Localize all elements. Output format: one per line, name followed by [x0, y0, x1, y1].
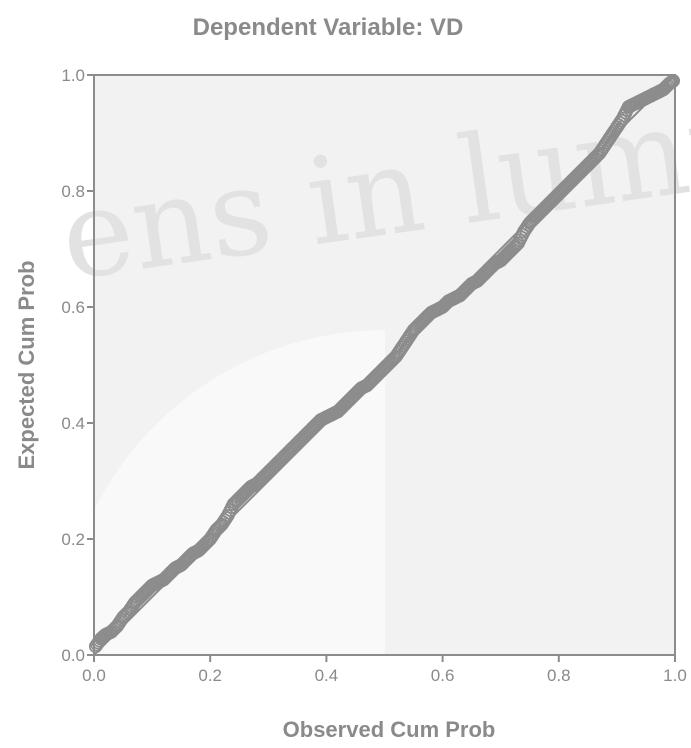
x-axis-ticks: 0.0 0.2 0.4 0.6 0.8 1.0 — [82, 655, 687, 685]
data-points — [88, 74, 681, 654]
y-axis-title: Expected Cum Prob — [14, 260, 39, 469]
y-tick-label: 0.2 — [61, 530, 85, 549]
plot-frame — [93, 74, 676, 656]
data-point — [666, 74, 681, 88]
x-tick-label: 0.6 — [431, 666, 455, 685]
x-tick-label: 0.4 — [315, 666, 339, 685]
watermark-sunburst — [60, 330, 385, 655]
y-axis-ticks: 0.0 0.2 0.4 0.6 0.8 1.0 — [61, 66, 94, 665]
y-tick-label: 0.4 — [61, 414, 85, 433]
x-axis-title: Observed Cum Prob — [283, 717, 496, 742]
y-tick-label: 1.0 — [61, 66, 85, 85]
y-tick-label: 0.0 — [61, 646, 85, 665]
x-tick-label: 1.0 — [663, 666, 687, 685]
y-tick-label: 0.8 — [61, 182, 85, 201]
chart-title: Dependent Variable: VD — [193, 14, 464, 41]
axes — [93, 74, 676, 656]
x-tick-label: 0.2 — [198, 666, 222, 685]
y-tick-label: 0.6 — [61, 298, 85, 317]
x-tick-label: 0.0 — [82, 666, 106, 685]
x-tick-label: 0.8 — [547, 666, 571, 685]
